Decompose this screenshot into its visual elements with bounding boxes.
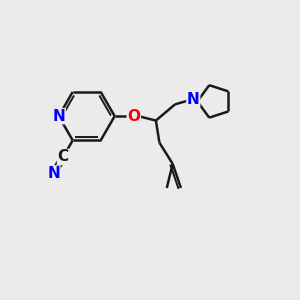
Text: N: N — [187, 92, 200, 106]
Text: C: C — [58, 149, 69, 164]
Text: N: N — [47, 166, 60, 181]
Text: O: O — [127, 109, 140, 124]
Text: N: N — [52, 109, 65, 124]
